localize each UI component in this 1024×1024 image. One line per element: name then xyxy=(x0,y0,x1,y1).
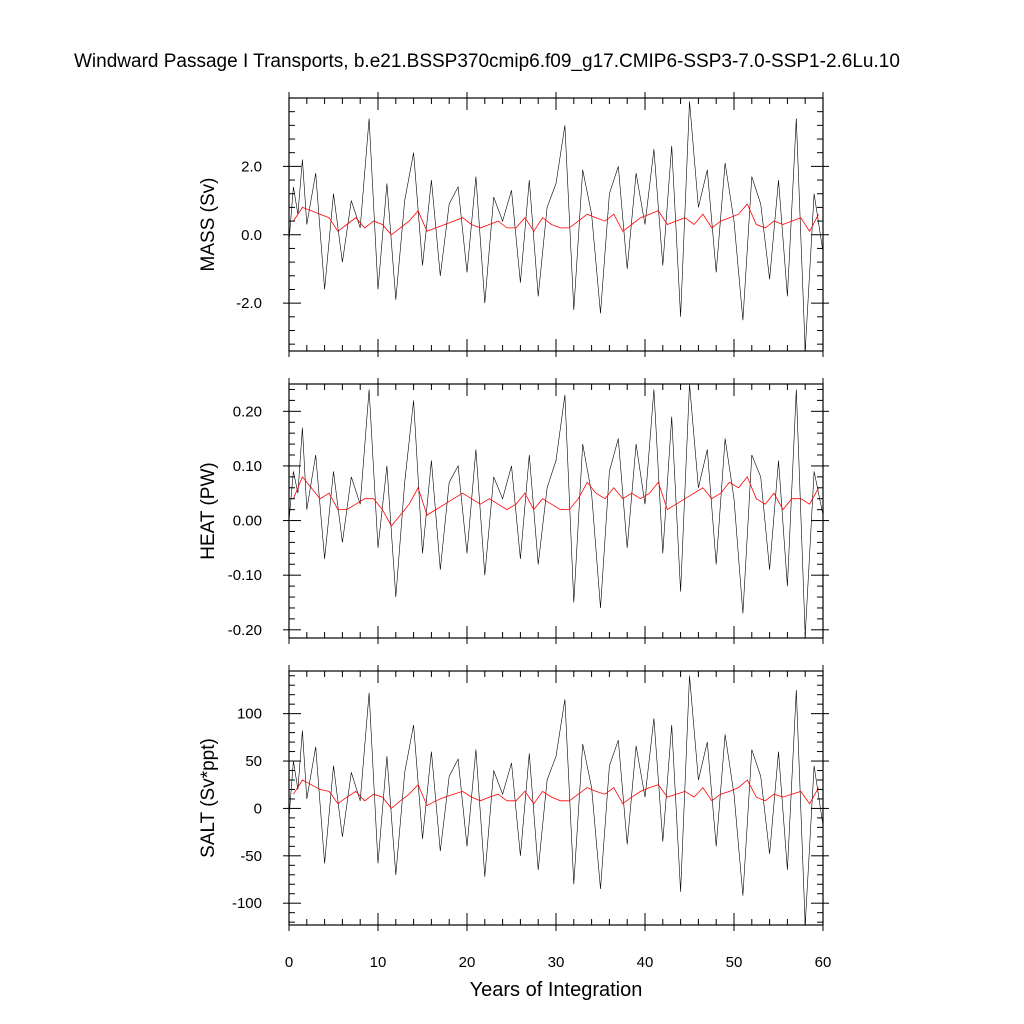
x-tick-label: 60 xyxy=(815,954,832,971)
y-tick-label: -0.10 xyxy=(228,567,262,584)
panel-1: -0.20 -0.10 0.00 0.10 0.20 HEAT (PW) xyxy=(198,378,829,644)
raw-series-line-1 xyxy=(288,383,824,636)
plot-frame xyxy=(288,670,824,926)
x-axis-label: Years of Integration xyxy=(470,979,643,1001)
y-tick-label: 0.0 xyxy=(241,227,262,244)
y-axis-label: HEAT (PW) xyxy=(198,462,219,559)
annual-mean-line-0 xyxy=(293,203,819,236)
y-tick-label: -50 xyxy=(240,848,262,865)
annual-mean-line-2 xyxy=(293,779,819,809)
y-tick-label: 2.0 xyxy=(241,158,262,175)
y-tick-label: -2.0 xyxy=(236,295,262,312)
annual-mean-line-1 xyxy=(293,476,819,527)
y-tick-label: 0.00 xyxy=(233,513,262,530)
chart-title: Windward Passage I Transports, b.e21.BSS… xyxy=(74,51,900,72)
y-tick-label: 50 xyxy=(245,753,262,770)
y-tick-label: 100 xyxy=(237,706,262,723)
x-tick-label: 50 xyxy=(726,954,743,971)
plot-frame xyxy=(288,383,824,639)
y-tick-label: 0.10 xyxy=(233,458,262,475)
panels: -2.0 0.0 2.0 MASS (Sv) -0.20 -0.10 0.00 0.10 0.2… xyxy=(198,92,831,1001)
x-tick-label: 40 xyxy=(637,954,654,971)
panel-2: -100 -50 0 50 100 0 10 20 30 40 50 60 SALT (Sv*ppt) Y… xyxy=(198,665,831,1001)
y-tick-label: -0.20 xyxy=(228,622,262,639)
x-tick-label: 10 xyxy=(370,954,387,971)
x-tick-label: 30 xyxy=(548,954,565,971)
x-tick-label: 0 xyxy=(285,954,293,971)
y-tick-label: 0 xyxy=(254,800,262,817)
y-tick-label: -100 xyxy=(232,895,262,912)
raw-series-line-2 xyxy=(288,675,824,926)
panel-0: -2.0 0.0 2.0 MASS (Sv) xyxy=(198,92,829,357)
y-tick-label: 0.20 xyxy=(233,403,262,420)
raw-series-line-0 xyxy=(288,101,824,352)
y-axis-label: MASS (Sv) xyxy=(198,178,219,272)
x-tick-label: 20 xyxy=(459,954,476,971)
y-axis-label: SALT (Sv*ppt) xyxy=(198,738,219,858)
